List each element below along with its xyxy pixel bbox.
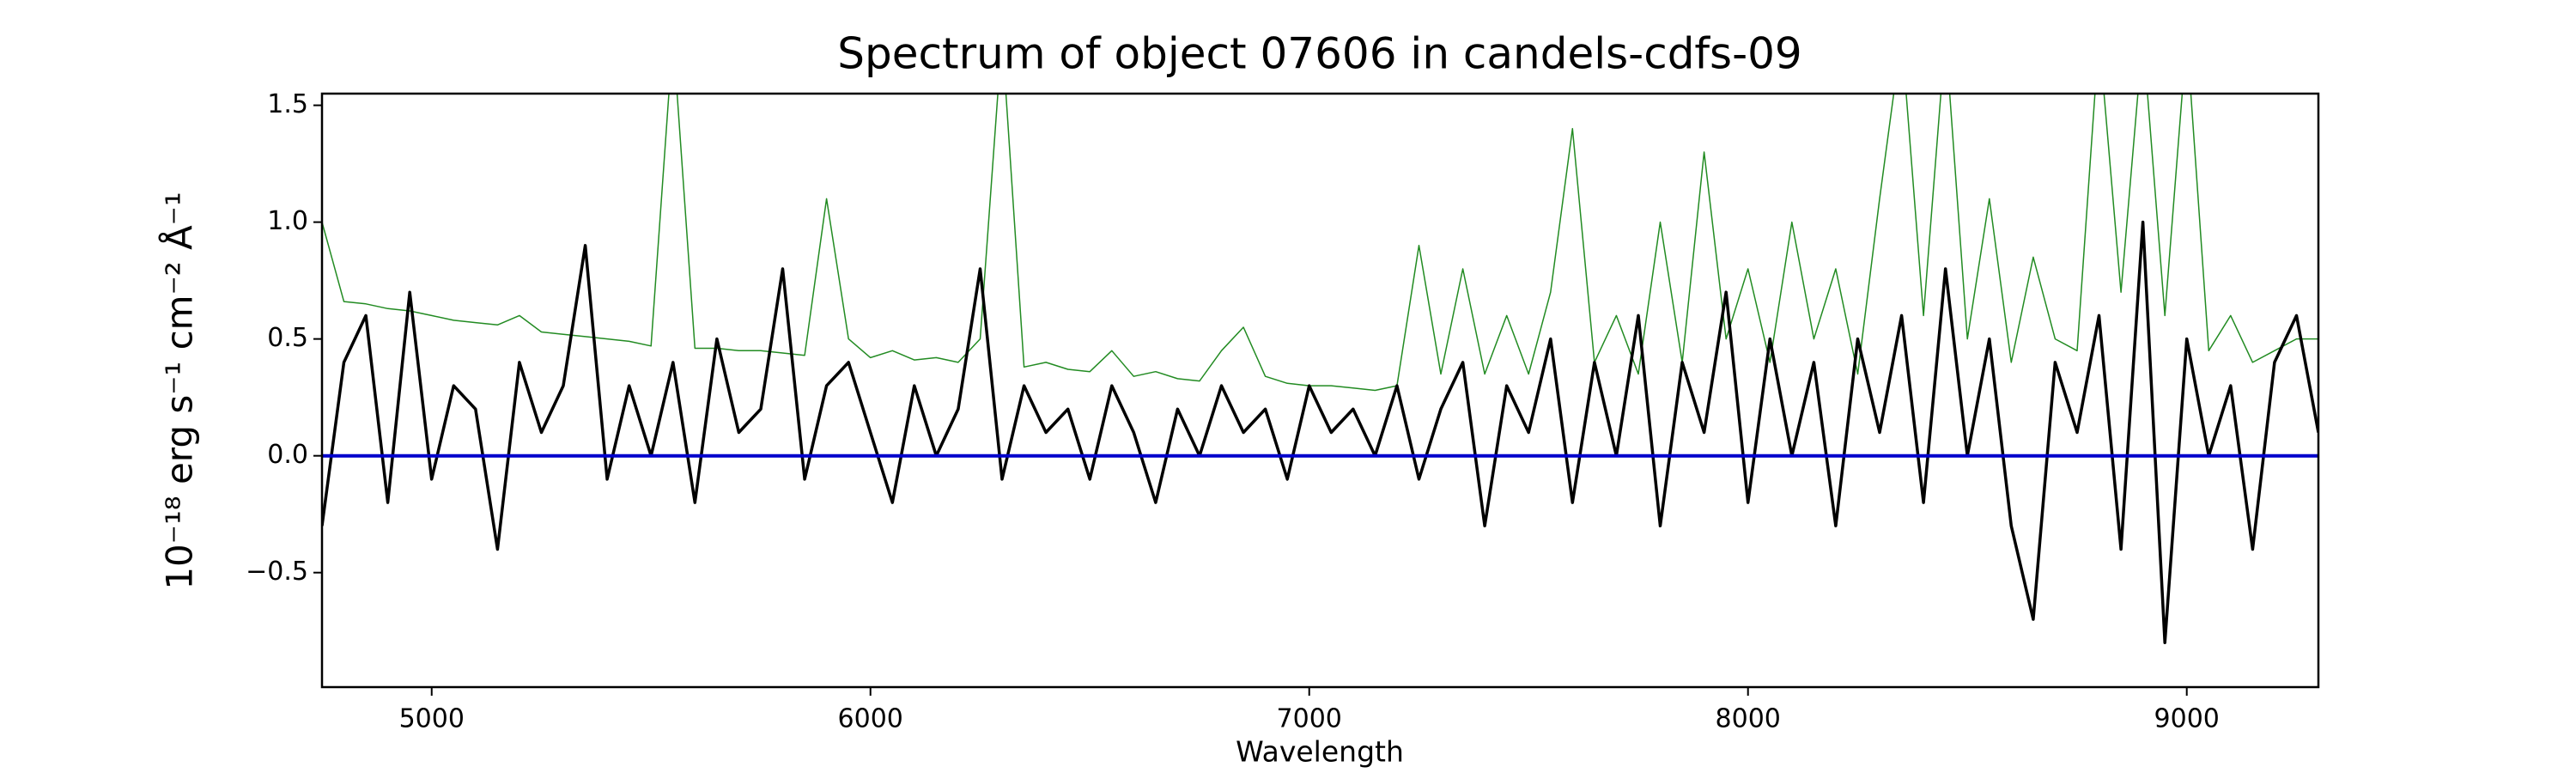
x-tick-label: 9000	[2154, 704, 2220, 734]
axes-frame	[320, 92, 2320, 689]
x-axis-label: Wavelength	[1236, 735, 1404, 769]
x-tick-label: 5000	[399, 704, 465, 734]
chart-title: Spectrum of object 07606 in candels-cdfs…	[837, 29, 1802, 79]
y-tick-label: −0.5	[246, 557, 308, 587]
y-tick-label: 1.5	[267, 89, 308, 119]
plot-area	[322, 94, 2318, 645]
y-tick-label: 0.0	[267, 440, 308, 470]
x-tick-label: 8000	[1716, 704, 1781, 734]
spectrum-line	[322, 94, 2318, 392]
y-axis-label: 10⁻¹⁸ erg s⁻¹ cm⁻² Å⁻¹	[158, 192, 201, 589]
y-tick-label: 1.0	[267, 206, 308, 236]
x-tick-label: 7000	[1277, 704, 1342, 734]
y-tick-label: 0.5	[267, 323, 308, 353]
x-tick-label: 6000	[838, 704, 903, 734]
spectrum-line	[322, 220, 2318, 645]
